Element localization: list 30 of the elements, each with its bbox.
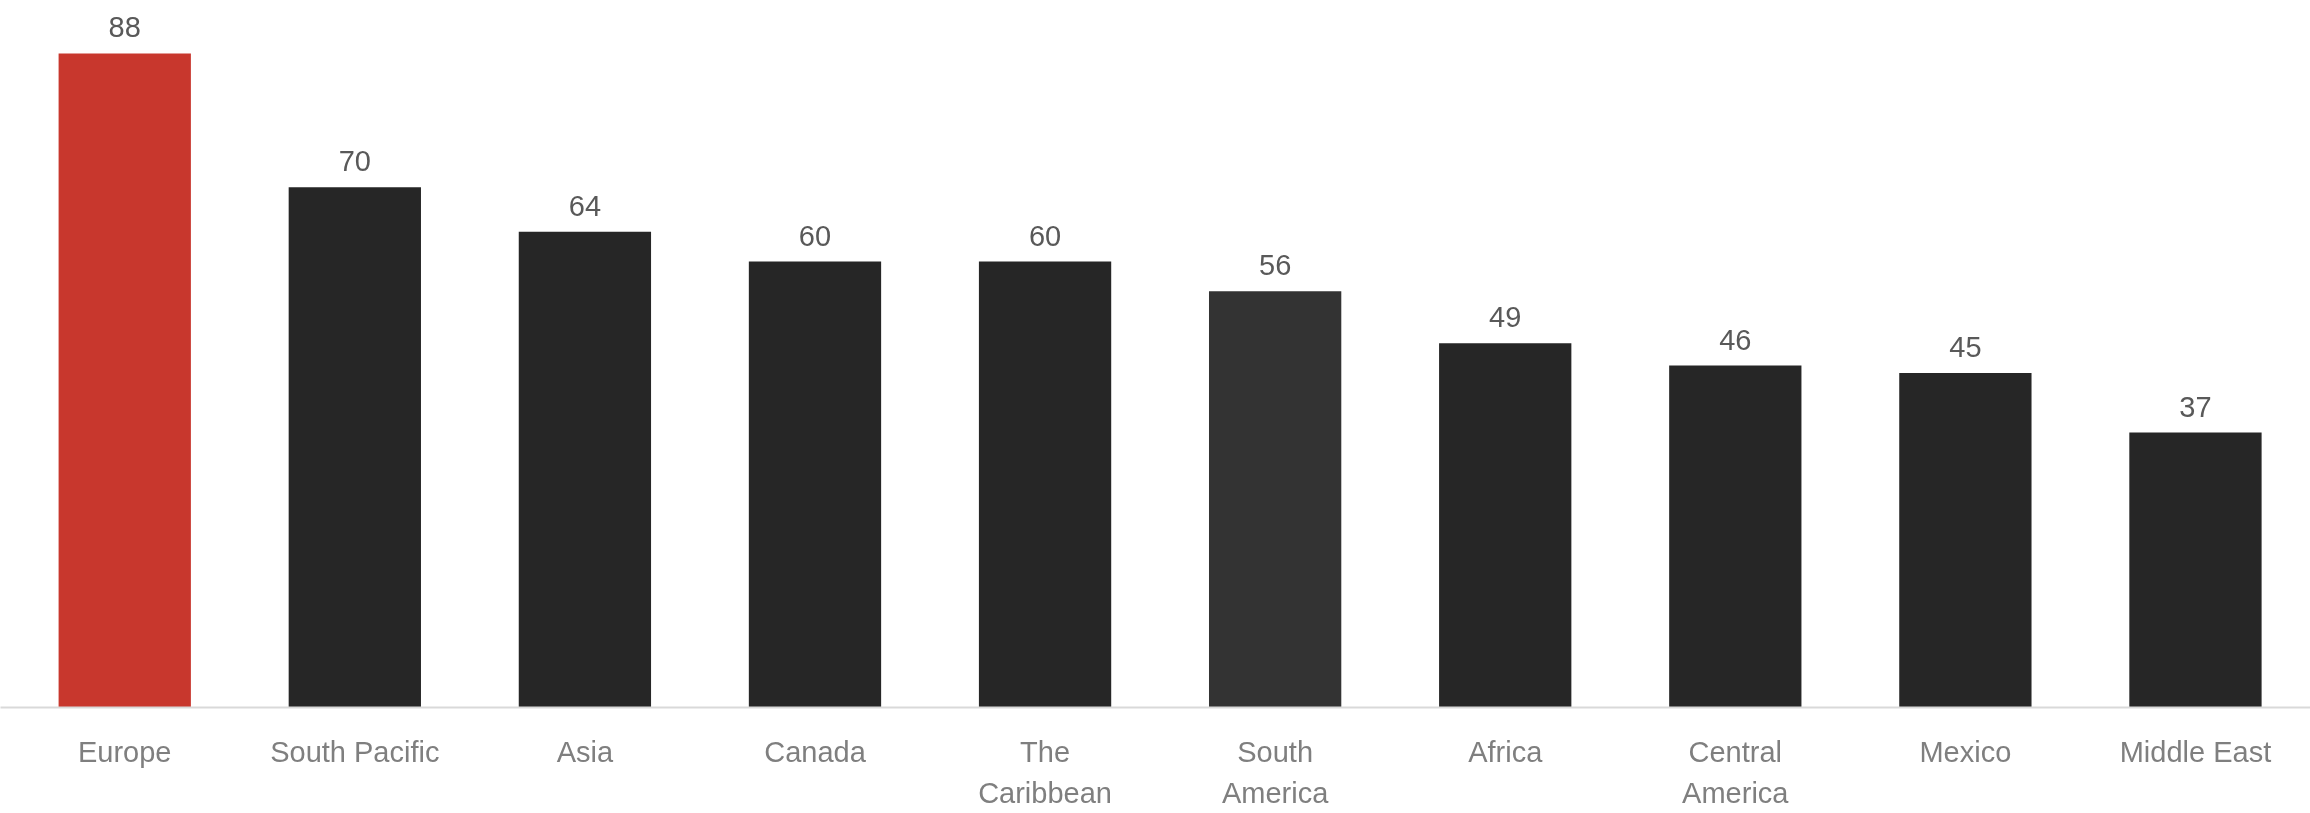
- data-label: 45: [1949, 331, 1982, 364]
- bar: [978, 261, 1112, 708]
- x-tick-label: Mexico: [1919, 735, 2012, 768]
- data-label: 88: [108, 11, 141, 44]
- x-tick-label: Canada: [764, 735, 867, 768]
- data-label: 46: [1719, 323, 1752, 356]
- bar: [58, 53, 191, 708]
- x-tick-label: Central America: [1682, 735, 1790, 810]
- x-tick-label: Middle East: [2119, 735, 2272, 768]
- x-tick-label: Africa: [1468, 735, 1544, 768]
- x-tick-label: South America: [1221, 735, 1330, 810]
- data-label: 37: [2179, 390, 2212, 423]
- bar: [518, 231, 652, 708]
- bar: [1208, 291, 1342, 708]
- data-label: 49: [1489, 301, 1522, 334]
- x-tick-label: The Caribbean: [978, 735, 1112, 810]
- x-tick-label: Europe: [77, 735, 172, 768]
- data-label: 70: [338, 145, 371, 178]
- bar: [2129, 432, 2262, 708]
- data-label: 64: [568, 189, 602, 222]
- bar: [748, 261, 882, 708]
- data-label: 60: [798, 219, 832, 252]
- data-label: 60: [1028, 219, 1062, 252]
- bar: [288, 187, 421, 708]
- bar: [1439, 343, 1572, 708]
- bar: [1669, 365, 1802, 708]
- bar: [1899, 373, 2032, 708]
- x-tick-label: Asia: [556, 735, 614, 768]
- data-label: 56: [1259, 249, 1292, 282]
- x-tick-label: South Pacific: [270, 735, 440, 768]
